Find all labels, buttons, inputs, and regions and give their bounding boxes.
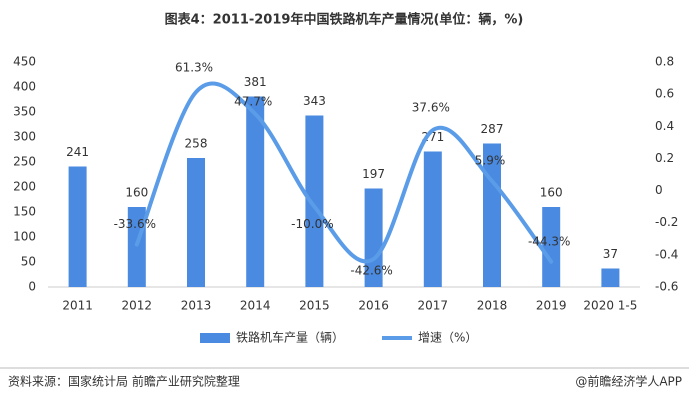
line-value-label: 37.6% [412, 101, 450, 115]
y-tick-label: 150 [13, 205, 36, 219]
bar-value-label: 241 [66, 145, 89, 159]
bar [542, 207, 561, 287]
x-tick-label: 2017 [418, 299, 449, 313]
bar-value-label: 37 [603, 247, 618, 261]
y-tick-label: 0 [28, 280, 36, 294]
bar-value-label: 197 [362, 167, 385, 181]
y2-tick-label: 0 [655, 183, 663, 197]
x-tick-label: 2016 [358, 299, 389, 313]
y-tick-label: 200 [13, 180, 36, 194]
y2-tick-label: -0.4 [655, 247, 678, 261]
y-tick-label: 100 [13, 230, 36, 244]
line-value-label: -44.3% [528, 234, 570, 248]
line-value-label: 47.7% [234, 94, 272, 108]
bar-value-label: 381 [244, 75, 267, 89]
y2-tick-label: -0.2 [655, 215, 678, 229]
growth-line [134, 81, 554, 264]
chart-title: 图表4：2011-2019年中国铁路机车产量情况(单位：辆，%) [165, 12, 524, 28]
bar [305, 115, 324, 287]
bar [423, 151, 442, 287]
y2-tick-label: 0.8 [655, 55, 674, 69]
bar-value-label: 343 [303, 94, 326, 108]
legend-label: 铁路机车产量（辆） [236, 330, 344, 345]
line-value-label: -33.6% [114, 217, 156, 231]
bar [246, 96, 265, 287]
x-tick-label: 2015 [299, 299, 330, 313]
bar-value-label: 160 [540, 186, 563, 200]
x-tick-label: 2012 [122, 299, 153, 313]
y-tick-label: 350 [13, 105, 36, 119]
line-value-label: 61.3% [175, 61, 213, 75]
y-tick-label: 300 [13, 130, 36, 144]
source: 资料来源：国家统计局 前瞻产业研究院整理 [8, 374, 240, 389]
bar-value-label: 258 [185, 137, 208, 151]
bar [187, 158, 205, 287]
x-tick-label: 2013 [181, 299, 212, 313]
y2-tick-label: -0.6 [655, 280, 678, 294]
bar [483, 143, 501, 287]
brand: @前瞻经济学人APP [575, 374, 682, 389]
x-tick-label: 2018 [477, 299, 508, 313]
line-value-label: -10.0% [291, 217, 333, 231]
y-tick-label: 450 [13, 55, 36, 69]
y2-tick-label: 0.2 [655, 151, 674, 165]
y2-tick-label: 0.6 [655, 87, 674, 101]
x-tick-label: 2020 1-5 [583, 299, 637, 313]
x-tick-label: 2019 [536, 299, 567, 313]
x-tick-label: 2011 [62, 299, 93, 313]
x-tick-label: 2014 [240, 299, 271, 313]
bar [601, 268, 620, 287]
y-tick-label: 50 [21, 255, 36, 269]
y-tick-label: 400 [13, 80, 36, 94]
bar-value-label: 287 [481, 122, 504, 136]
bar [68, 166, 87, 287]
legend-swatch [200, 333, 230, 343]
y2-tick-label: 0.4 [655, 119, 674, 133]
y-tick-label: 250 [13, 155, 36, 169]
bar-value-label: 160 [125, 186, 148, 200]
line-value-label: -42.6% [350, 264, 392, 278]
legend-label: 增速（%） [418, 331, 477, 345]
line-value-label: 5.9% [475, 154, 506, 168]
